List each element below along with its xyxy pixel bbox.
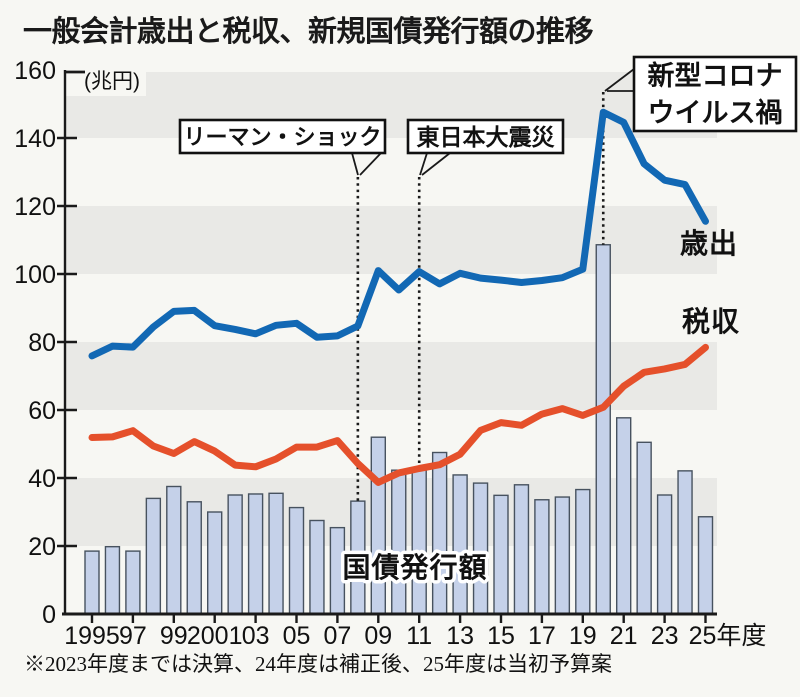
y-axis-label-40: 40 xyxy=(28,465,56,493)
y-axis-label-0: 0 xyxy=(42,601,56,629)
x-axis-label-2007: 07 xyxy=(323,622,351,650)
y-axis-label-20: 20 xyxy=(28,533,56,561)
bond-bar-2015 xyxy=(493,494,509,615)
plot-band-100-120 xyxy=(65,206,717,274)
x-axis-label-2023: 23 xyxy=(651,622,679,650)
plot-band-140-160 xyxy=(65,72,717,138)
x-axis-label-1997: 97 xyxy=(119,622,147,650)
series-label-tax: 税収 xyxy=(682,305,740,337)
bond-bar-2000 xyxy=(186,501,202,615)
unit-label-backing xyxy=(66,72,146,96)
y-axis-label-80: 80 xyxy=(28,329,56,357)
bond-bar-2012 xyxy=(431,451,448,615)
y-axis-label-140: 140 xyxy=(14,125,56,153)
x-axis-label-2009: 09 xyxy=(364,622,392,650)
bond-bar-1998 xyxy=(145,497,162,615)
x-axis-label-2013: 13 xyxy=(446,622,474,650)
plot-band-60-80 xyxy=(65,342,717,410)
expenditure-line xyxy=(88,108,709,360)
bond-bar-2002 xyxy=(227,494,243,615)
y-axis-label-100: 100 xyxy=(14,261,56,289)
annotation-text-tohoku-earthquake-0: 東日本大震災 xyxy=(417,125,556,150)
x-axis-label-2017: 17 xyxy=(528,622,556,650)
annotation-text-lehman-shock-0: リーマン・ショック xyxy=(183,124,381,149)
annotation-leader-covid-pandemic-0 xyxy=(604,68,635,92)
annotation-lehman-shock: リーマン・ショック xyxy=(178,118,387,155)
bond-bar-2001 xyxy=(206,511,223,615)
bond-bar-2017 xyxy=(534,499,550,615)
bond-bar-2023 xyxy=(656,494,673,615)
annotation-tohoku-earthquake: 東日本大震災 xyxy=(406,118,565,155)
bond-bar-2018 xyxy=(554,496,571,615)
x-axis-label-2015: 15 xyxy=(487,622,515,650)
x-axis-label-2025: 25年度 xyxy=(689,622,767,650)
bond-bar-2010 xyxy=(391,469,407,615)
bond-bar-2022 xyxy=(636,441,652,615)
x-axis-label-1999: 99 xyxy=(160,622,188,650)
x-axis-label-2005: 05 xyxy=(283,622,311,650)
annotation-box-lehman-shock xyxy=(178,118,387,155)
series-label-expenditure: 歳出 xyxy=(680,228,738,259)
bond-bar-1999 xyxy=(166,485,182,615)
series-label-bonds: 国債発行額 xyxy=(342,551,487,583)
bond-bar-2006 xyxy=(309,519,325,615)
annotation-leader-tohoku-earthquake-0 xyxy=(419,152,428,176)
bond-bar-2025 xyxy=(697,516,714,615)
x-axis-label-2021: 21 xyxy=(610,622,638,650)
annotation-box-covid-pandemic xyxy=(632,55,798,133)
bond-bar-1996 xyxy=(104,545,121,615)
x-axis-label-1995: 1995 xyxy=(64,622,120,650)
x-axis-label-2003: 03 xyxy=(242,622,270,650)
bond-bar-2011 xyxy=(411,467,427,615)
bond-bar-2003 xyxy=(247,493,264,615)
bond-bar-2014 xyxy=(472,482,489,615)
y-axis-label-120: 120 xyxy=(14,193,56,221)
annotation-box-tohoku-earthquake xyxy=(406,118,565,155)
tax-line xyxy=(88,343,709,486)
bond-bar-1997 xyxy=(125,550,141,615)
y-axis-label-60: 60 xyxy=(28,397,56,425)
bond-bar-2016 xyxy=(513,484,530,615)
bond-bar-2019 xyxy=(575,488,591,615)
annotation-text-covid-pandemic-0: 新型コロナ xyxy=(648,60,783,91)
bond-bar-2021 xyxy=(616,417,632,615)
y-axis-label-160: 160 xyxy=(14,57,56,85)
x-axis-label-2001: 2001 xyxy=(187,622,243,650)
chart-footnote: ※2023年度までは決算、24年度は補正後、25年度は当初予算案 xyxy=(24,652,612,676)
y-axis-unit-label: (兆円) xyxy=(84,70,140,93)
bond-bar-2024 xyxy=(677,470,693,615)
x-axis-label-2011: 11 xyxy=(406,622,432,650)
bond-bar-2005 xyxy=(288,506,305,615)
bond-bar-2020 xyxy=(595,244,611,615)
annotation-text-covid-pandemic-1: ウイルス禍 xyxy=(648,98,783,128)
bond-bar-2013 xyxy=(452,474,468,615)
bond-bar-2004 xyxy=(268,492,284,615)
annotation-leader-lehman-shock-0 xyxy=(351,152,359,176)
annotation-leader-tohoku-earthquake-1 xyxy=(421,152,451,176)
x-axis-label-2019: 19 xyxy=(569,622,597,650)
bond-bar-1995 xyxy=(84,550,100,615)
bond-bar-2009 xyxy=(370,436,386,615)
annotation-leader-lehman-shock-1 xyxy=(359,152,382,176)
page-title: 一般会計歳出と税収、新規国債発行額の推移 xyxy=(23,16,594,48)
